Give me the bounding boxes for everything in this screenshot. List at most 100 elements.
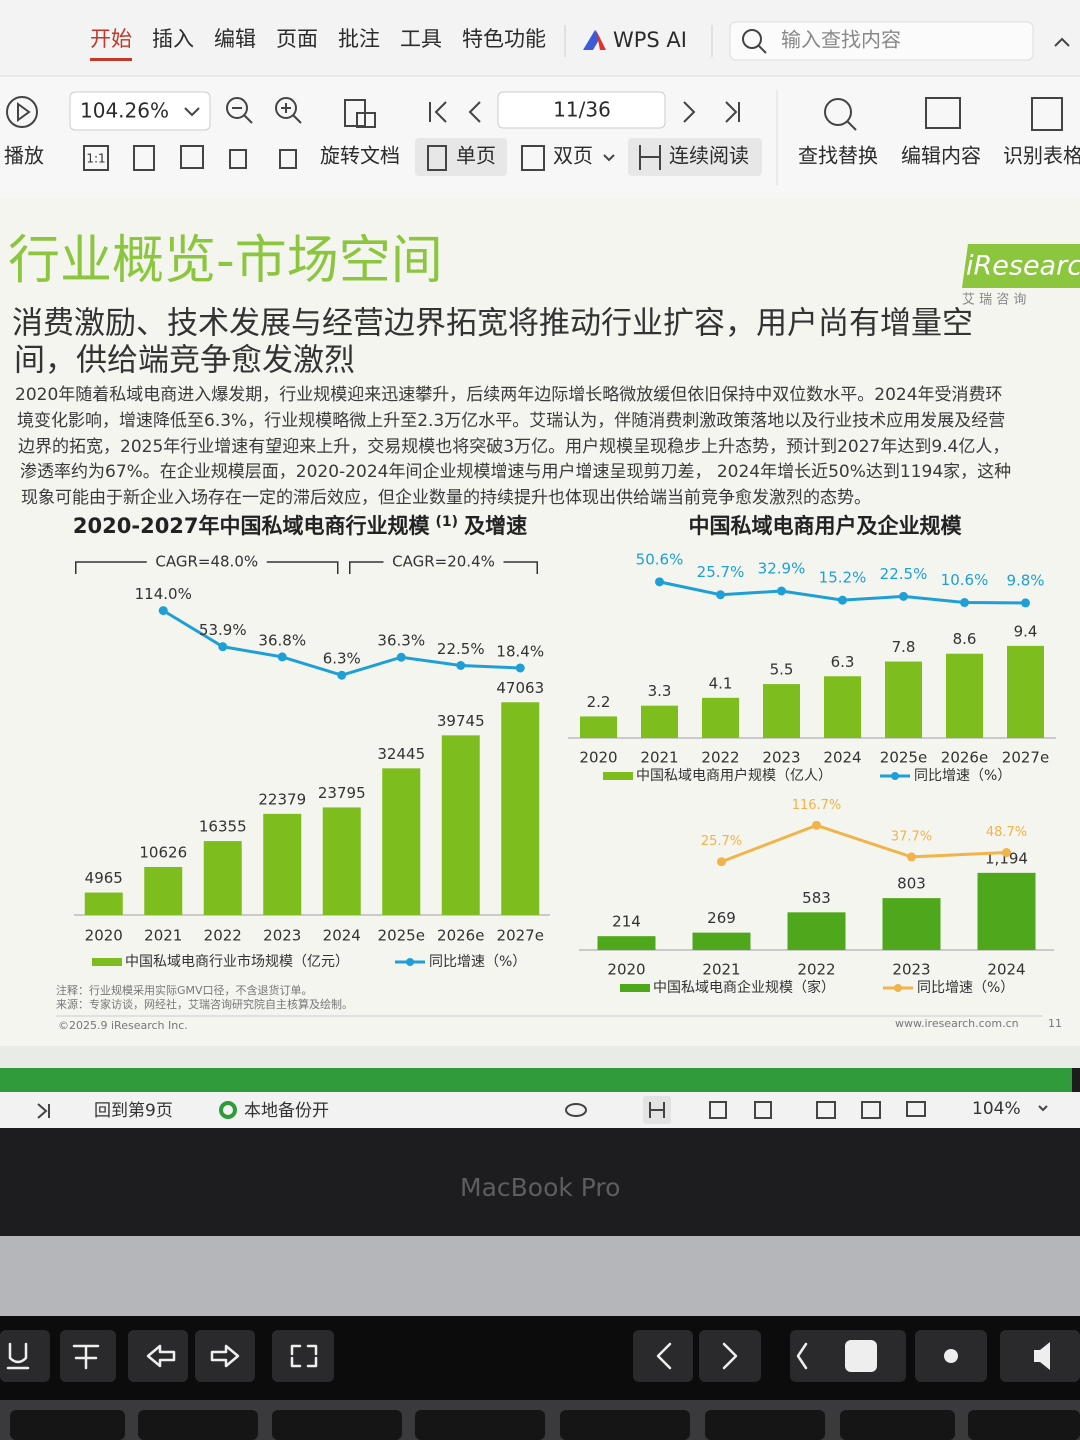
backup-status[interactable]: 本地备份开 (244, 1101, 329, 1121)
status-bar (0, 1092, 1080, 1128)
data-label: 10.6% (941, 571, 989, 589)
ratio-icon[interactable] (83, 145, 109, 171)
zoom-box[interactable] (69, 91, 211, 131)
key[interactable] (272, 1410, 402, 1440)
bar (977, 872, 1036, 950)
scrollbar[interactable] (0, 1068, 1072, 1092)
gap (0, 1046, 1080, 1068)
touch-icon (656, 1342, 672, 1370)
x-tick-label: 2022 (204, 927, 242, 945)
view-icon[interactable] (709, 1101, 727, 1119)
touch-icon (210, 1344, 240, 1368)
edit-button[interactable]: 编辑内容 (901, 144, 981, 168)
button-bg (415, 138, 507, 176)
touch-icon (6, 1342, 30, 1370)
play-button[interactable]: 播放 (4, 144, 44, 168)
legend-label: 中国私域电商企业规模（家） (653, 979, 835, 996)
search-placeholder[interactable]: 输入查找内容 (781, 28, 901, 52)
key[interactable] (10, 1410, 125, 1440)
legend-label: 同比增速（%） (914, 768, 1011, 784)
menu-item[interactable]: 特色功能 (462, 27, 546, 51)
menu-item[interactable]: 页面 (276, 27, 318, 51)
rotate-icon (356, 112, 376, 128)
continuous-icon (639, 145, 661, 170)
menu-item[interactable]: 工具 (400, 27, 442, 51)
bar (692, 932, 751, 950)
view-icon[interactable] (906, 1101, 926, 1117)
search-box[interactable] (729, 21, 1034, 61)
key[interactable] (705, 1410, 825, 1440)
menu-item[interactable]: 编辑 (214, 27, 256, 51)
view-icon[interactable] (861, 1101, 881, 1119)
double-page-button[interactable]: 双页 (553, 144, 593, 168)
legend-label: 同比增速（%） (917, 980, 1014, 996)
x-tick-label: 2025e (378, 927, 425, 945)
rotate-right-icon[interactable] (279, 149, 297, 169)
ratio-label[interactable]: 1:1 (86, 152, 105, 166)
touch-key[interactable] (699, 1330, 761, 1382)
touch-key[interactable] (60, 1330, 116, 1382)
zoom-out-icon (243, 114, 253, 124)
growth-point (277, 652, 287, 662)
key[interactable] (840, 1410, 955, 1440)
table-icon (1031, 97, 1063, 131)
back-button[interactable]: 回到第9页 (94, 1101, 173, 1121)
fit-width-icon[interactable] (180, 145, 204, 169)
bar (203, 841, 242, 915)
fit-icon[interactable] (133, 145, 155, 171)
x-tick-label: 2020 (579, 749, 617, 767)
zoom-in-icon[interactable] (275, 97, 297, 119)
find-icon (846, 120, 857, 131)
growth-point (1021, 598, 1030, 608)
data-label: 4.1 (709, 674, 733, 692)
page-number: 11 (1048, 1017, 1062, 1030)
bar (824, 676, 861, 738)
edit-icon (925, 97, 961, 129)
chart-title-part: (1) (436, 514, 459, 530)
eye-icon[interactable] (565, 1103, 587, 1117)
key[interactable] (415, 1410, 545, 1440)
page-nav-icon[interactable] (429, 101, 481, 123)
page-box[interactable] (497, 91, 666, 129)
menu-item[interactable]: WPS AI (613, 28, 687, 52)
view-icon[interactable] (754, 1101, 772, 1119)
legend-label: 中国私域电商行业市场规模（亿元） (125, 953, 349, 970)
play-icon[interactable] (6, 96, 38, 128)
key[interactable] (138, 1410, 258, 1440)
table-button[interactable]: 识别表格 (1003, 144, 1080, 168)
single-page-button[interactable]: 单页 (456, 144, 496, 168)
data-label: 214 (612, 913, 641, 931)
rotate-button[interactable]: 旋转文档 (320, 144, 400, 168)
view-icon[interactable] (649, 1102, 665, 1118)
touch-key[interactable] (128, 1330, 188, 1382)
zoom-value[interactable]: 104.26% (80, 99, 169, 123)
body-text: 边界的拓宽，2025年行业增速有望迎来上升，交易规模也将突破3万亿。用户规模呈现… (18, 437, 1009, 457)
key[interactable] (560, 1410, 690, 1440)
data-label: 53.9% (199, 621, 247, 639)
menu-item[interactable]: 批注 (338, 27, 380, 51)
x-tick-label: 2024 (323, 927, 361, 945)
menu-item[interactable]: 插入 (152, 27, 194, 51)
page-indicator[interactable]: 11/36 (553, 98, 611, 122)
last-page-icon[interactable] (37, 1103, 50, 1119)
page-nav-icon[interactable] (683, 101, 740, 123)
data-label: 6.3 (831, 653, 855, 671)
menu-item[interactable]: 开始 (90, 27, 132, 51)
rotate-left-icon[interactable] (229, 149, 247, 169)
touch-key[interactable] (195, 1330, 255, 1382)
status-zoom[interactable]: 104% (972, 1099, 1021, 1119)
slide-subtitle: 消费激励、技术发展与经营边界拓宽将推动行业扩容，用户尚有增量空 (12, 306, 973, 342)
touch-key[interactable] (272, 1330, 334, 1382)
collapse-icon[interactable] (1054, 37, 1070, 47)
touch-key[interactable] (633, 1330, 693, 1382)
note: 注释：行业规模采用实际GMV口径，不含退货订单。 (56, 983, 313, 997)
find-button[interactable]: 查找替换 (798, 144, 878, 168)
source: 来源：专家访谈，网经社，艾瑞咨询研究院自主核算及绘制。 (56, 997, 353, 1011)
data-label: 2.2 (587, 693, 611, 711)
view-icon[interactable] (816, 1101, 836, 1119)
dropdown-icon (184, 107, 200, 117)
continuous-button[interactable]: 连续阅读 (669, 144, 749, 168)
key[interactable] (968, 1410, 1080, 1440)
zoom-out-icon[interactable] (226, 97, 248, 119)
data-label: 16355 (199, 818, 247, 836)
